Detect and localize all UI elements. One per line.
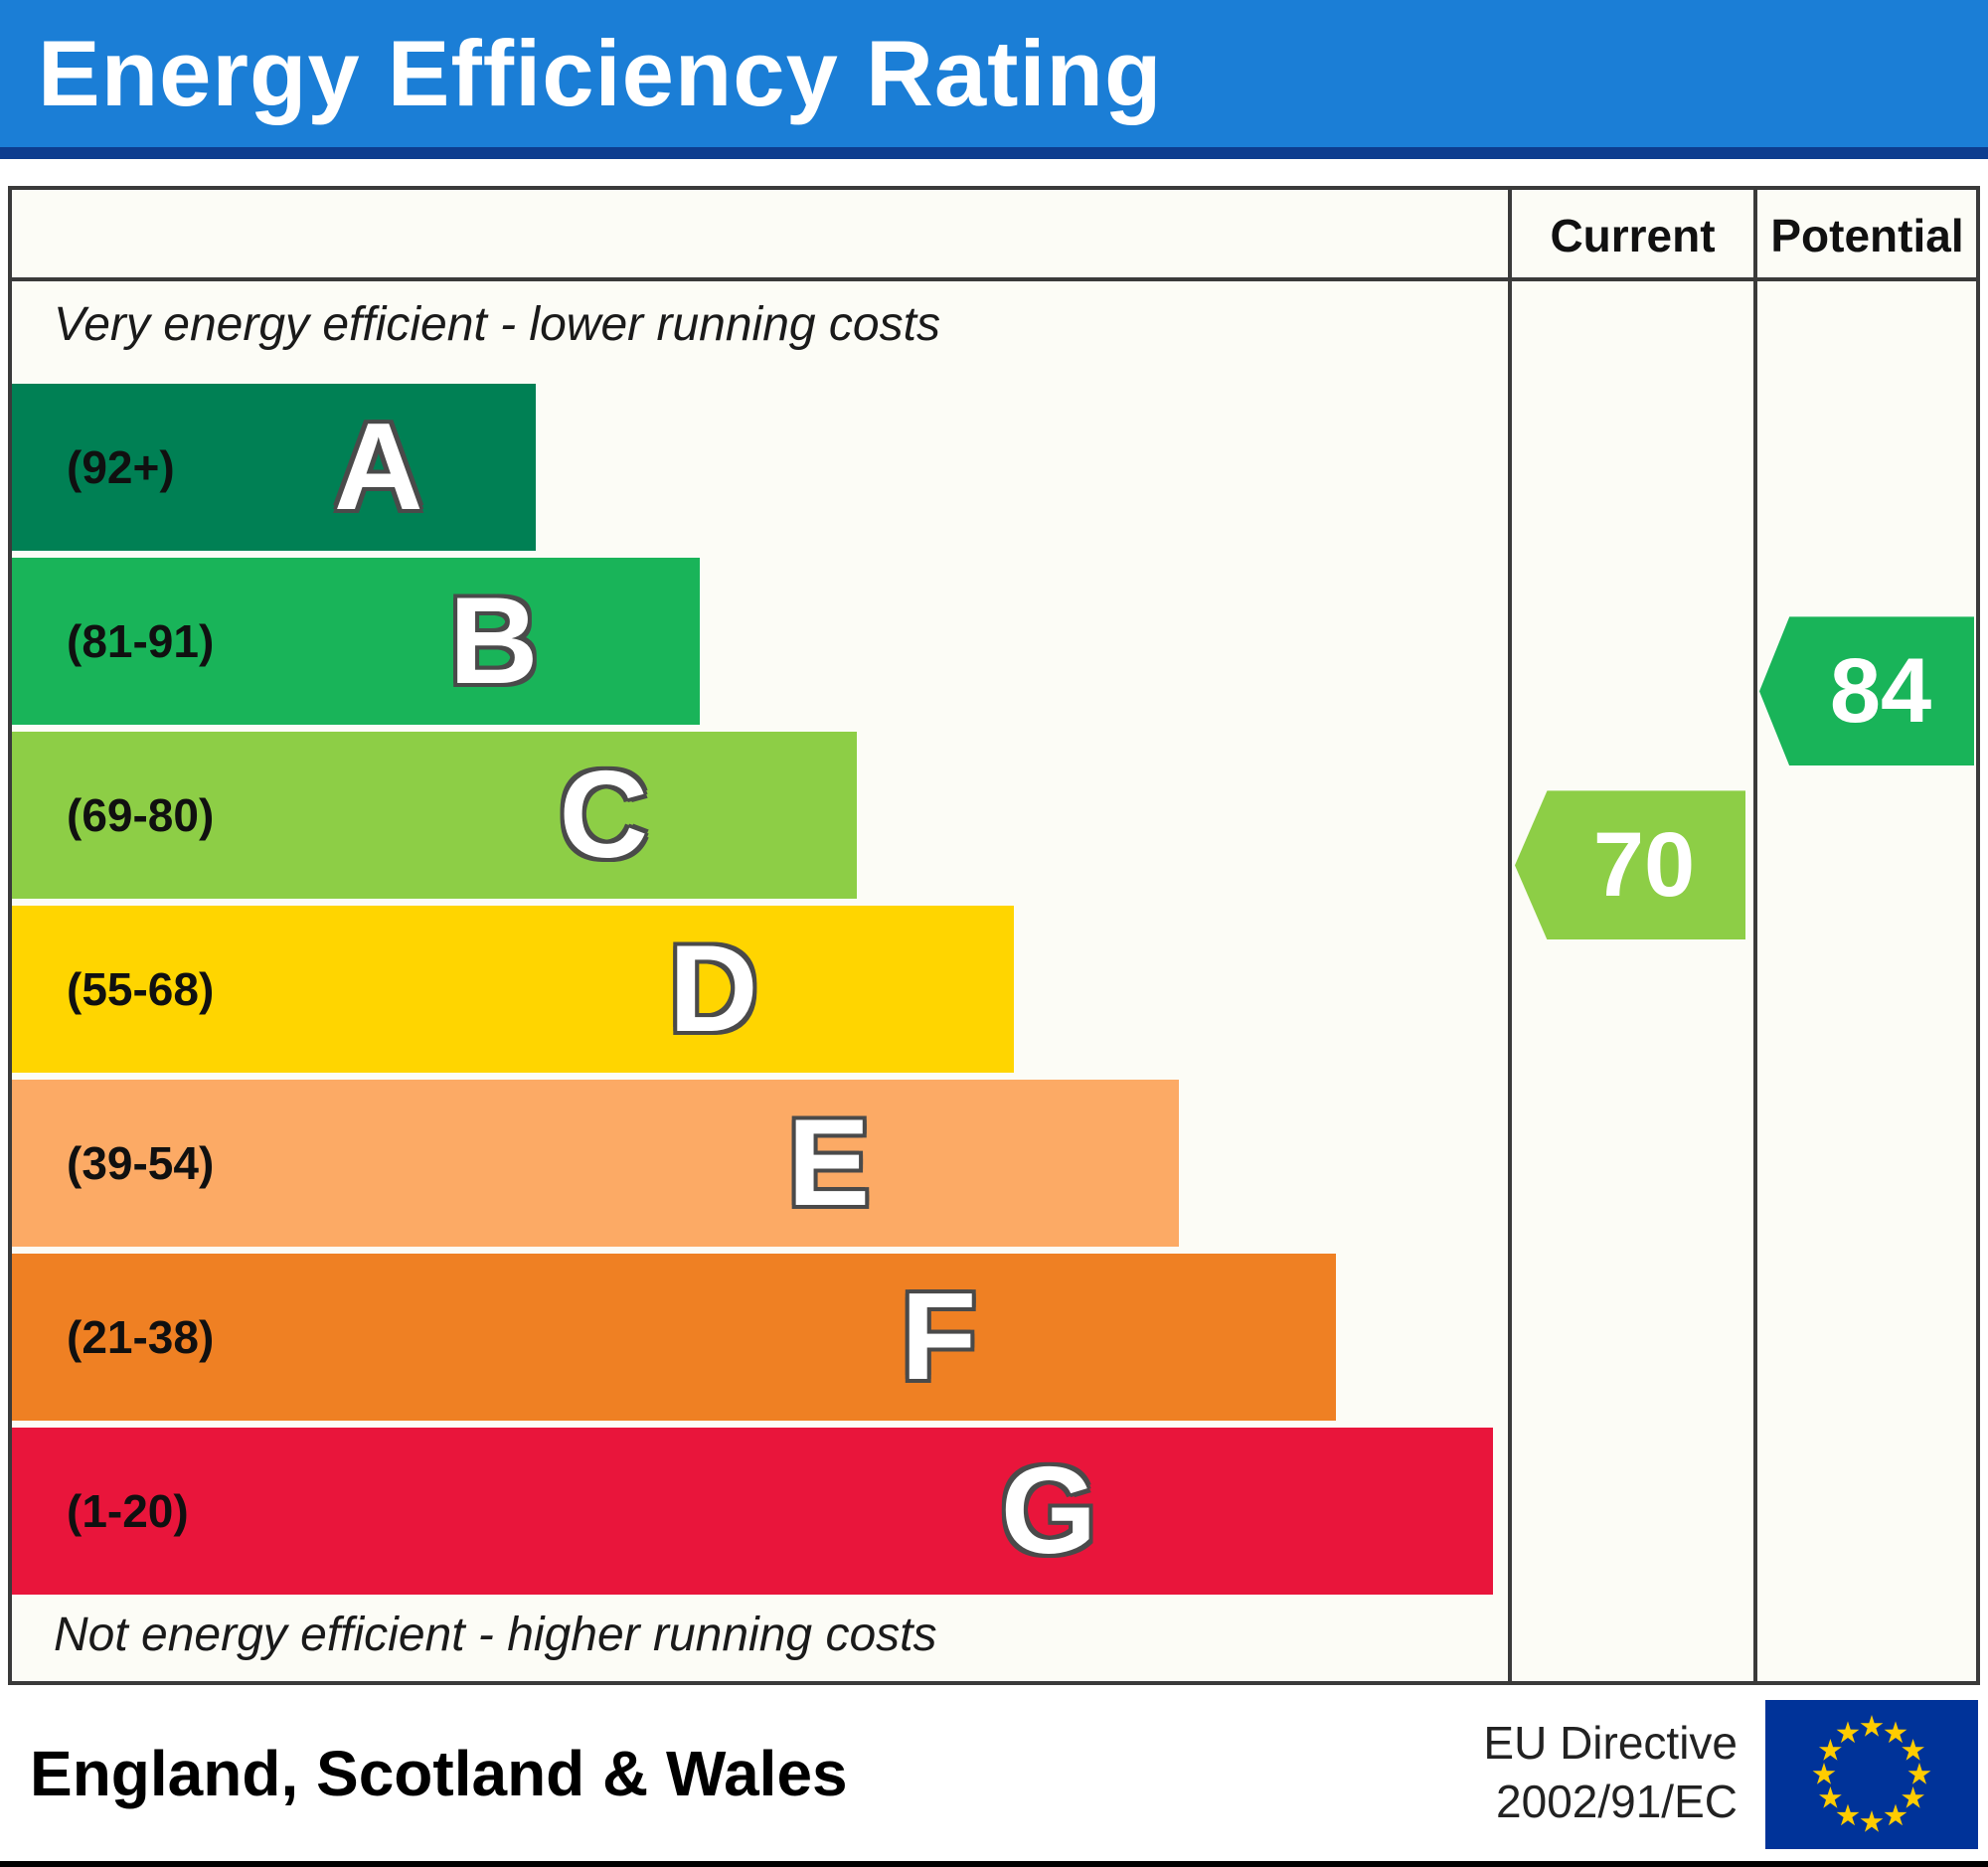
band-row-d: (55-68) D [12, 906, 1015, 1073]
column-header-row: Current Potential [12, 190, 1976, 281]
bottom-note: Not energy efficient - higher running co… [54, 1609, 937, 1661]
chart-title-bar: Energy Efficiency Rating [0, 0, 1988, 159]
band-row-c: (69-80) C [12, 732, 858, 899]
band-letter: B [448, 573, 539, 710]
potential-column-divider [1753, 190, 1757, 1681]
eu-directive-label: EU Directive 2002/91/EC [1483, 1714, 1738, 1833]
band-letter: F [901, 1269, 977, 1406]
band-letter: D [669, 921, 758, 1058]
eu-flag-icon [1765, 1700, 1978, 1849]
eu-directive-line1: EU Directive [1483, 1716, 1738, 1769]
current-column-divider [1508, 190, 1512, 1681]
band-letter: E [787, 1095, 871, 1232]
band-range-label: (1-20) [67, 1485, 189, 1537]
band-letter: C [559, 747, 648, 884]
top-note: Very energy efficient - lower running co… [54, 298, 940, 351]
eu-directive-line2: 2002/91/EC [1496, 1776, 1738, 1828]
rating-bands: (92+) A (81-91) B (69-80) C (55-68) D (3… [12, 384, 1508, 1602]
current-rating-value: 70 [1592, 813, 1696, 916]
band-letter: A [333, 399, 423, 536]
band-row-g: (1-20) G [12, 1428, 1493, 1595]
band-range-label: (39-54) [67, 1137, 215, 1189]
band-letter: G [1000, 1443, 1097, 1580]
chart-footer: England, Scotland & Wales EU Directive 2… [0, 1685, 1988, 1867]
band-range-label: (69-80) [67, 789, 215, 841]
potential-rating-value: 84 [1829, 639, 1932, 742]
band-row-b: (81-91) B [12, 558, 701, 725]
band-row-e: (39-54) E [12, 1080, 1179, 1247]
rating-chart-box: Current Potential Very energy efficient … [8, 186, 1980, 1685]
band-range-label: (55-68) [67, 963, 215, 1015]
band-range-label: (81-91) [67, 615, 215, 667]
band-row-f: (21-38) F [12, 1254, 1336, 1421]
current-rating-arrow: 70 [1515, 790, 1745, 940]
potential-rating-arrow: 84 [1759, 616, 1974, 766]
potential-column-header: Potential [1770, 210, 1964, 261]
band-row-a: (92+) A [12, 384, 536, 551]
band-range-label: (21-38) [67, 1311, 215, 1363]
page-title: Energy Efficiency Rating [38, 21, 1163, 125]
current-column-header: Current [1550, 210, 1716, 261]
region-label: England, Scotland & Wales [30, 1737, 848, 1809]
band-range-label: (92+) [67, 441, 175, 493]
